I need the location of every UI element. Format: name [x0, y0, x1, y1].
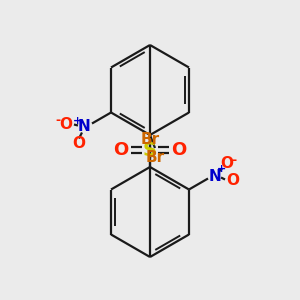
Text: Br: Br	[140, 131, 160, 146]
Text: +: +	[74, 116, 82, 125]
Text: O: O	[171, 141, 187, 159]
Text: O: O	[226, 173, 239, 188]
Text: -: -	[232, 154, 237, 167]
Text: +: +	[216, 164, 226, 175]
Text: Br: Br	[146, 151, 165, 166]
Text: O: O	[220, 156, 233, 171]
Text: N: N	[78, 119, 90, 134]
Text: O: O	[113, 141, 129, 159]
Text: O: O	[59, 117, 73, 132]
Text: N: N	[208, 169, 221, 184]
Text: -: -	[56, 114, 61, 127]
Text: S: S	[143, 140, 157, 160]
Text: O: O	[73, 136, 85, 151]
